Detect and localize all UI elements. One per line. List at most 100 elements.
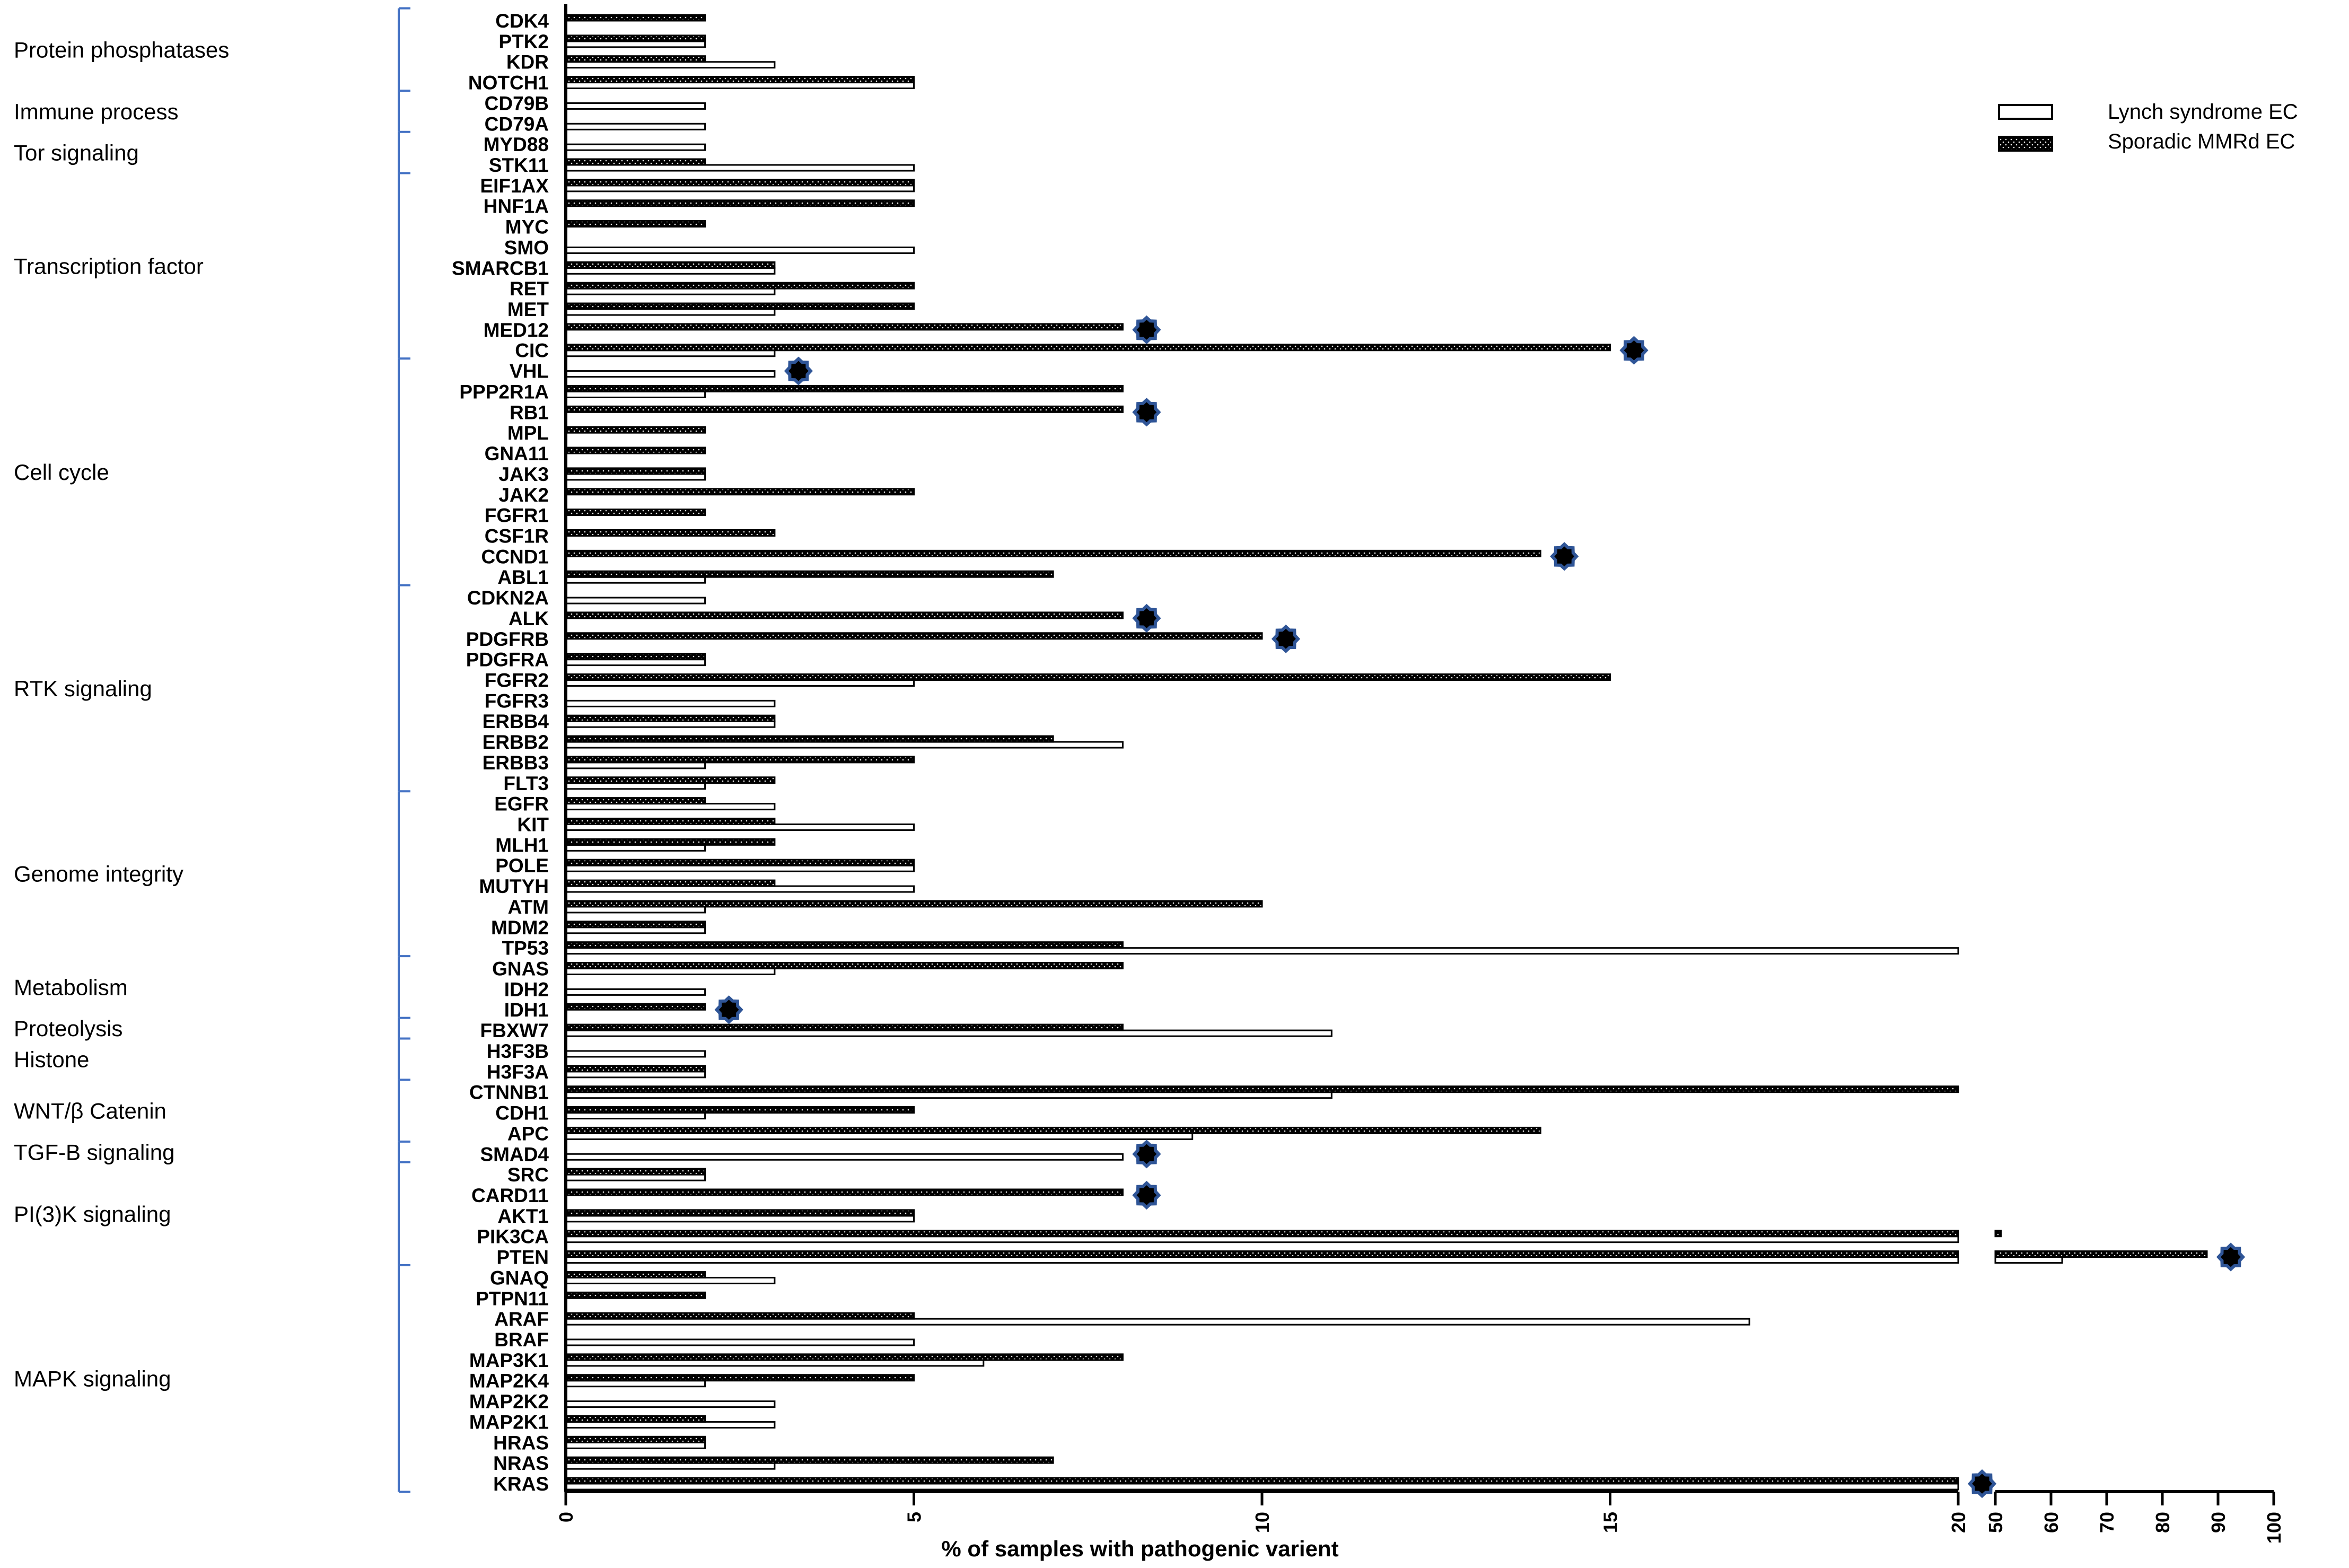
gene-label: GNAQ [490, 1267, 549, 1289]
group-label: Metabolism [14, 975, 128, 1000]
gene-label: FGFR1 [485, 505, 549, 527]
bar-sporadic-rb1 [565, 405, 1124, 413]
bar-lynch-fgfr3 [565, 699, 776, 707]
gene-label: HRAS [493, 1432, 549, 1453]
gene-label: APC [507, 1123, 549, 1144]
bar-lynch-egfr [565, 803, 776, 811]
gene-label: MYC [505, 216, 549, 238]
gene-label: IDH2 [504, 978, 549, 1000]
gene-label: MAP2K1 [469, 1411, 549, 1433]
gene-label: FGFR3 [485, 690, 549, 712]
bar-lynch-smarcb1 [565, 267, 776, 275]
gene-label: JAK3 [498, 463, 549, 485]
bar-lynch-mutyh [565, 885, 915, 893]
bar-sporadic-pole [565, 859, 915, 866]
bar-lynch-ctnnb1 [565, 1091, 1333, 1099]
gene-label: MAP2K4 [469, 1370, 549, 1392]
bar-sporadic-tp53 [565, 941, 1124, 949]
gene-label: ERBB2 [483, 731, 549, 753]
gene-label: SMO [504, 236, 549, 258]
legend-swatch-lynch [1998, 104, 2053, 120]
bar-sporadic-jak2 [565, 488, 915, 496]
bar-lynch-pdgfra [565, 659, 706, 667]
gene-label: ERBB3 [483, 752, 549, 774]
bar-sporadic-hnf1a [565, 199, 915, 207]
bar-sporadic-pdgfra [565, 653, 706, 661]
gene-label: CDKN2A [467, 587, 549, 609]
group-label: Protein phosphatases [14, 37, 229, 62]
x-tick-label: 10 [1251, 1512, 1273, 1533]
group-label: Transcription factor [14, 253, 204, 278]
gene-label: PPP2R1A [459, 381, 549, 402]
gene-label: EGFR [494, 793, 549, 815]
bar-sporadic-met [565, 302, 915, 310]
legend: Lynch syndrome EC Sporadic MMRd EC [1998, 100, 2298, 153]
bar-lynch-map2k1 [565, 1421, 776, 1429]
bar-lynch-abl1 [565, 576, 706, 584]
gene-label: SMARCB1 [452, 257, 549, 279]
bar-sporadic-pik3ca [565, 1230, 2002, 1238]
bar-lynch-h3f3a [565, 1071, 706, 1079]
significance-markers [714, 315, 2246, 1499]
bar-lynch-smo [565, 246, 915, 254]
bar-sporadic-src [565, 1168, 706, 1176]
gene-groups: Protein phosphatases Immune process Tor si… [14, 7, 410, 1493]
group-label: PI(3)K signaling [14, 1202, 171, 1227]
significance-star-icon [1132, 1140, 1161, 1169]
bar-lynch-pten [565, 1256, 2063, 1264]
bar-lynch-vhl [565, 370, 776, 378]
bar-lynch-braf [565, 1338, 915, 1346]
gene-label: NOTCH1 [468, 72, 549, 94]
bar-sporadic-mpl [565, 426, 706, 434]
x-tick-label: 70 [2096, 1512, 2118, 1533]
bars [565, 14, 2208, 1491]
bar-lynch-myd88 [565, 143, 706, 151]
bar-sporadic-mdm2 [565, 921, 706, 928]
bar-sporadic-map3k1 [565, 1353, 1124, 1361]
gene-label: POLE [495, 855, 549, 877]
significance-star-icon [784, 356, 813, 386]
bar-sporadic-stk11 [565, 158, 706, 166]
gene-labels: CDK4PTK2KDRNOTCH1CD79BCD79AMYD88STK11EIF… [452, 10, 549, 1495]
gene-label: ALK [509, 608, 549, 629]
bar-sporadic-cdk4 [565, 14, 706, 22]
gene-label: ABL1 [497, 566, 549, 588]
bar-sporadic-kit [565, 818, 776, 826]
bar-lynch-met [565, 308, 776, 316]
group-label: Genome integrity [14, 862, 183, 887]
bar-sporadic-gnas [565, 962, 1124, 970]
gene-label: CDK4 [495, 10, 549, 32]
x-tick-label: 50 [1985, 1512, 2006, 1533]
gene-label: MDM2 [491, 917, 549, 939]
bar-lynch-cdh1 [565, 1112, 706, 1120]
x-tick-label: 5 [904, 1512, 925, 1522]
bar-sporadic-kdr [565, 55, 706, 63]
bar-sporadic-pdgfrb [565, 632, 1263, 640]
bar-sporadic-card11 [565, 1188, 1124, 1196]
group-label: TGF-B signaling [14, 1140, 174, 1164]
gene-label: EIF1AX [480, 175, 549, 197]
bar-lynch-pole [565, 864, 915, 872]
bar-lynch-pten-part1 [565, 1256, 1959, 1264]
x-tick-label: 15 [1600, 1512, 1621, 1533]
gene-label: CDH1 [495, 1102, 549, 1124]
significance-star-icon [2216, 1242, 2246, 1272]
bar-sporadic-alk [565, 611, 1124, 619]
gene-label: PIK3CA [477, 1226, 549, 1248]
group-label: Histone [14, 1047, 89, 1072]
group-label: Immune process [14, 99, 178, 124]
x-tick-label: 100 [2263, 1512, 2285, 1544]
gene-label: AKT1 [497, 1205, 549, 1227]
gene-label: CIC [515, 340, 549, 362]
bar-lynch-ret [565, 287, 776, 295]
significance-star-icon [1132, 315, 1161, 344]
gene-label: CARD11 [471, 1185, 549, 1206]
gene-label: CCND1 [481, 546, 549, 567]
group-label: Cell cycle [14, 460, 109, 485]
gene-label: FLT3 [503, 773, 549, 794]
gene-label: KDR [506, 51, 549, 73]
bar-lynch-akt1 [565, 1215, 915, 1223]
bar-lynch-erbb2 [565, 741, 1124, 749]
bar-lynch-atm [565, 906, 706, 914]
bar-lynch-fbxw7 [565, 1029, 1333, 1037]
